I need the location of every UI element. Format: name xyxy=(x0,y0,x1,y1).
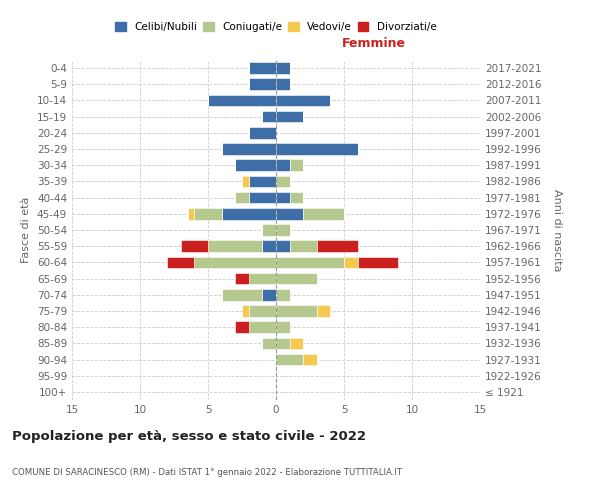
Bar xyxy=(235,160,276,171)
Bar xyxy=(276,289,290,300)
Bar xyxy=(249,272,276,284)
Bar xyxy=(276,111,303,122)
Bar xyxy=(276,256,344,268)
Bar xyxy=(276,322,290,333)
Bar xyxy=(276,240,290,252)
Bar xyxy=(276,272,317,284)
Y-axis label: Fasce di età: Fasce di età xyxy=(22,197,31,263)
Bar xyxy=(276,94,331,106)
Bar xyxy=(181,240,208,252)
Bar xyxy=(290,192,303,203)
Bar xyxy=(194,256,276,268)
Bar xyxy=(262,289,276,300)
Bar xyxy=(317,305,331,317)
Bar xyxy=(290,240,317,252)
Bar xyxy=(358,256,398,268)
Bar xyxy=(249,322,276,333)
Bar xyxy=(235,322,249,333)
Bar xyxy=(276,338,290,349)
Text: Femmine: Femmine xyxy=(342,37,406,50)
Bar xyxy=(276,62,290,74)
Bar xyxy=(276,143,358,155)
Bar xyxy=(276,192,290,203)
Bar xyxy=(290,160,303,171)
Bar xyxy=(235,272,249,284)
Bar xyxy=(276,354,303,366)
Bar xyxy=(249,176,276,188)
Bar xyxy=(249,78,276,90)
Bar xyxy=(249,62,276,74)
Bar xyxy=(276,160,290,171)
Bar xyxy=(276,224,290,236)
Y-axis label: Anni di nascita: Anni di nascita xyxy=(553,188,562,271)
Text: Popolazione per età, sesso e stato civile - 2022: Popolazione per età, sesso e stato civil… xyxy=(12,430,366,443)
Bar xyxy=(262,111,276,122)
Bar xyxy=(290,338,303,349)
Bar xyxy=(235,192,249,203)
Bar xyxy=(188,208,194,220)
Bar xyxy=(262,240,276,252)
Bar xyxy=(249,192,276,203)
Bar xyxy=(249,305,276,317)
Bar xyxy=(194,208,221,220)
Bar xyxy=(221,289,262,300)
Bar xyxy=(262,338,276,349)
Bar xyxy=(221,143,276,155)
Bar xyxy=(317,240,358,252)
Bar xyxy=(208,94,276,106)
Text: COMUNE DI SARACINESCO (RM) - Dati ISTAT 1° gennaio 2022 - Elaborazione TUTTITALI: COMUNE DI SARACINESCO (RM) - Dati ISTAT … xyxy=(12,468,402,477)
Bar xyxy=(221,208,276,220)
Bar xyxy=(242,305,249,317)
Bar xyxy=(303,208,344,220)
Bar xyxy=(276,305,317,317)
Bar xyxy=(262,224,276,236)
Bar xyxy=(249,127,276,138)
Bar xyxy=(276,208,303,220)
Bar xyxy=(276,78,290,90)
Bar xyxy=(242,176,249,188)
Bar xyxy=(276,176,290,188)
Bar xyxy=(167,256,194,268)
Bar xyxy=(344,256,358,268)
Legend: Celibi/Nubili, Coniugati/e, Vedovi/e, Divorziati/e: Celibi/Nubili, Coniugati/e, Vedovi/e, Di… xyxy=(111,18,441,36)
Bar xyxy=(303,354,317,366)
Bar xyxy=(208,240,262,252)
